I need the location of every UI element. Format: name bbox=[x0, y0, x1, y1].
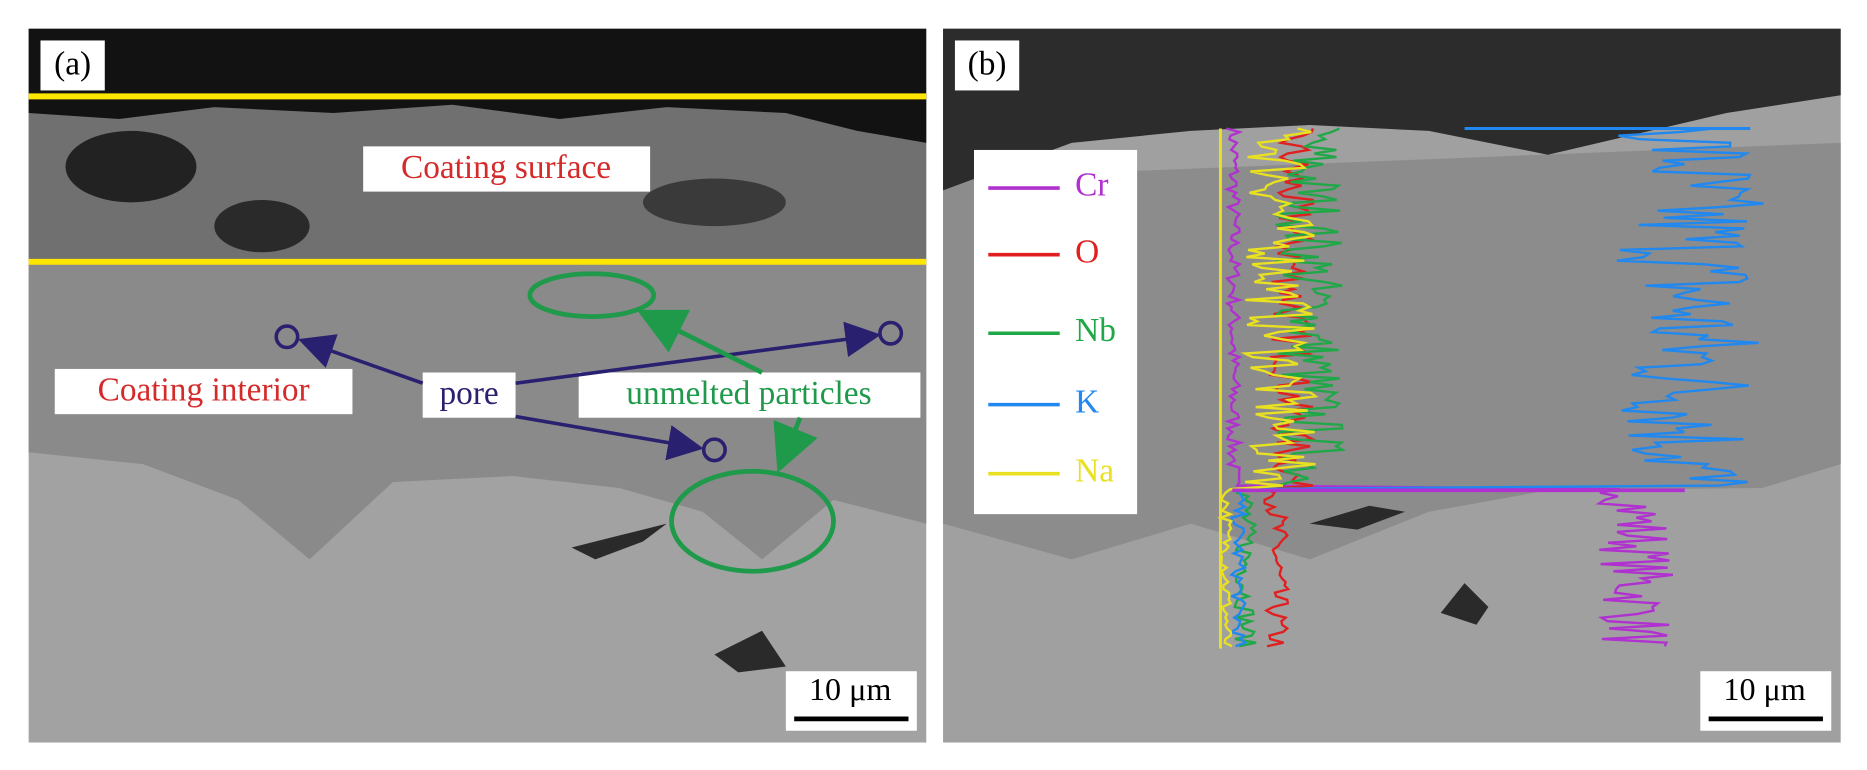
line-scan bbox=[1228, 127, 1764, 648]
legend-label: Cr bbox=[1075, 167, 1108, 204]
particle-markers bbox=[527, 271, 836, 574]
label-box bbox=[422, 372, 516, 418]
line-scan bbox=[1223, 127, 1674, 647]
pore-circle bbox=[274, 324, 300, 350]
pore-markers bbox=[274, 320, 904, 463]
arrow bbox=[773, 416, 818, 473]
annotation: Coating interior bbox=[98, 371, 310, 408]
pore-circle bbox=[701, 437, 727, 463]
legend-label: Na bbox=[1075, 452, 1114, 489]
scale-bar-label: 10 μm bbox=[809, 671, 891, 707]
annotation: unmelted particles bbox=[626, 375, 871, 412]
void bbox=[65, 130, 197, 203]
annotation: Coating surface bbox=[401, 149, 611, 186]
panel-label: (a) bbox=[54, 45, 91, 82]
surface-dark bbox=[28, 28, 927, 143]
arrow bbox=[298, 334, 424, 385]
void bbox=[214, 199, 310, 253]
legend-label: O bbox=[1075, 233, 1099, 270]
particle-ellipse bbox=[527, 271, 657, 319]
legend-label: K bbox=[1075, 383, 1099, 420]
crack bbox=[571, 523, 786, 673]
label-box bbox=[578, 372, 921, 418]
label-box bbox=[954, 40, 1020, 91]
void bbox=[642, 178, 786, 227]
label-box bbox=[54, 368, 353, 415]
arrow bbox=[515, 414, 704, 461]
surface-dark bbox=[943, 28, 1841, 191]
label-box bbox=[363, 146, 651, 192]
scale-bar-label: 10 μm bbox=[1723, 671, 1805, 707]
legend: Cr O Nb K Na bbox=[988, 167, 1116, 489]
legend-label: Nb bbox=[1075, 312, 1116, 349]
arrow bbox=[515, 321, 882, 385]
crack bbox=[1309, 505, 1489, 625]
arrow bbox=[636, 309, 764, 375]
coating-region bbox=[943, 142, 1841, 560]
line-scans bbox=[1217, 127, 1764, 649]
label-box bbox=[40, 40, 105, 91]
annotation: pore bbox=[440, 375, 499, 412]
panel-label: (b) bbox=[968, 45, 1007, 82]
particle-ellipse bbox=[669, 468, 836, 574]
